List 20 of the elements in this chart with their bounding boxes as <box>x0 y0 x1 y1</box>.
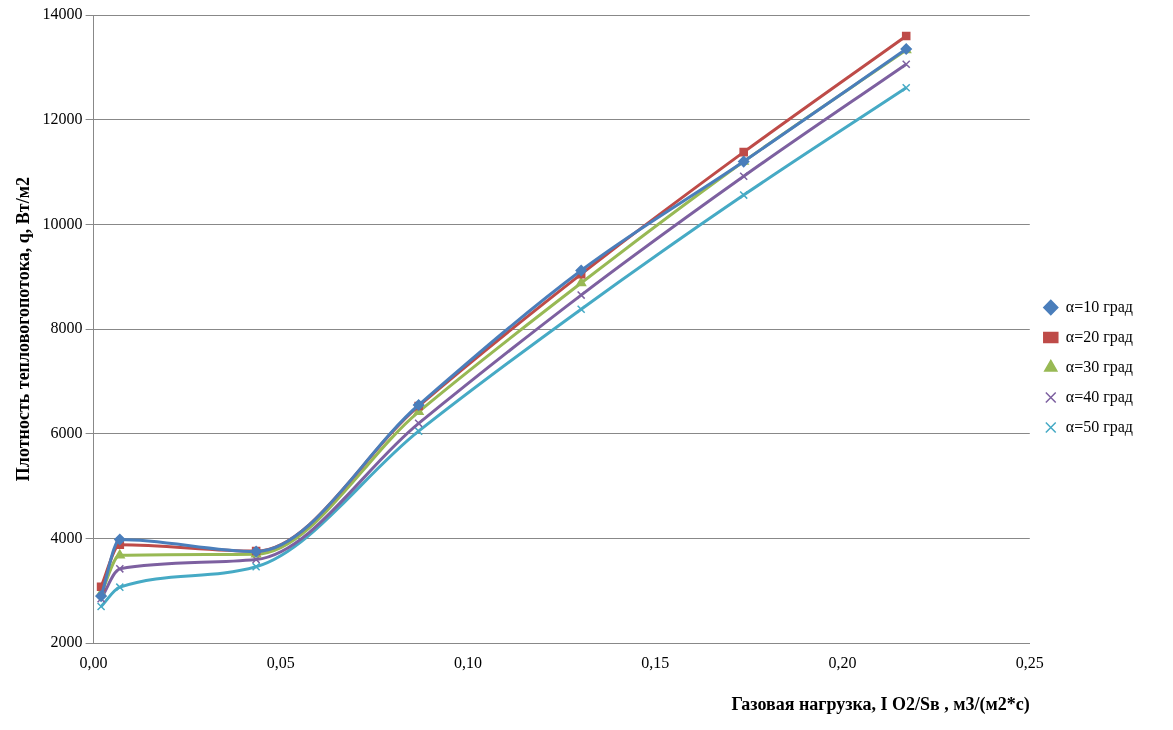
y-tick-label: 2000 <box>50 633 83 651</box>
x-tick-label: 0,10 <box>454 654 483 671</box>
x-tick-label: 0,20 <box>828 654 857 671</box>
legend-label: α=50 град <box>1065 417 1134 436</box>
y-tick-label: 14000 <box>42 5 83 23</box>
y-tick-label: 10000 <box>42 214 83 232</box>
x-axis-title: Газовая нагрузка, I O2/Sв , м3/(м2*с) <box>731 693 1030 715</box>
legend-label: α=40 град <box>1065 387 1134 406</box>
x-tick-label: 0,15 <box>641 654 670 671</box>
y-axis-title: Плотность тепловогопотока, q, Вт/м2 <box>13 177 34 482</box>
x-tick-label: 0,25 <box>1015 654 1044 671</box>
legend-label: α=20 град <box>1065 327 1134 346</box>
legend-label: α=30 град <box>1065 357 1134 376</box>
y-tick-label: 4000 <box>50 528 83 546</box>
y-tick-label: 12000 <box>42 109 83 127</box>
y-tick-label: 6000 <box>50 424 83 441</box>
legend-label: α=10 град <box>1065 297 1134 316</box>
x-tick-label: 0,00 <box>79 654 108 671</box>
x-tick-label: 0,05 <box>266 654 295 671</box>
y-tick-label: 8000 <box>50 319 83 337</box>
